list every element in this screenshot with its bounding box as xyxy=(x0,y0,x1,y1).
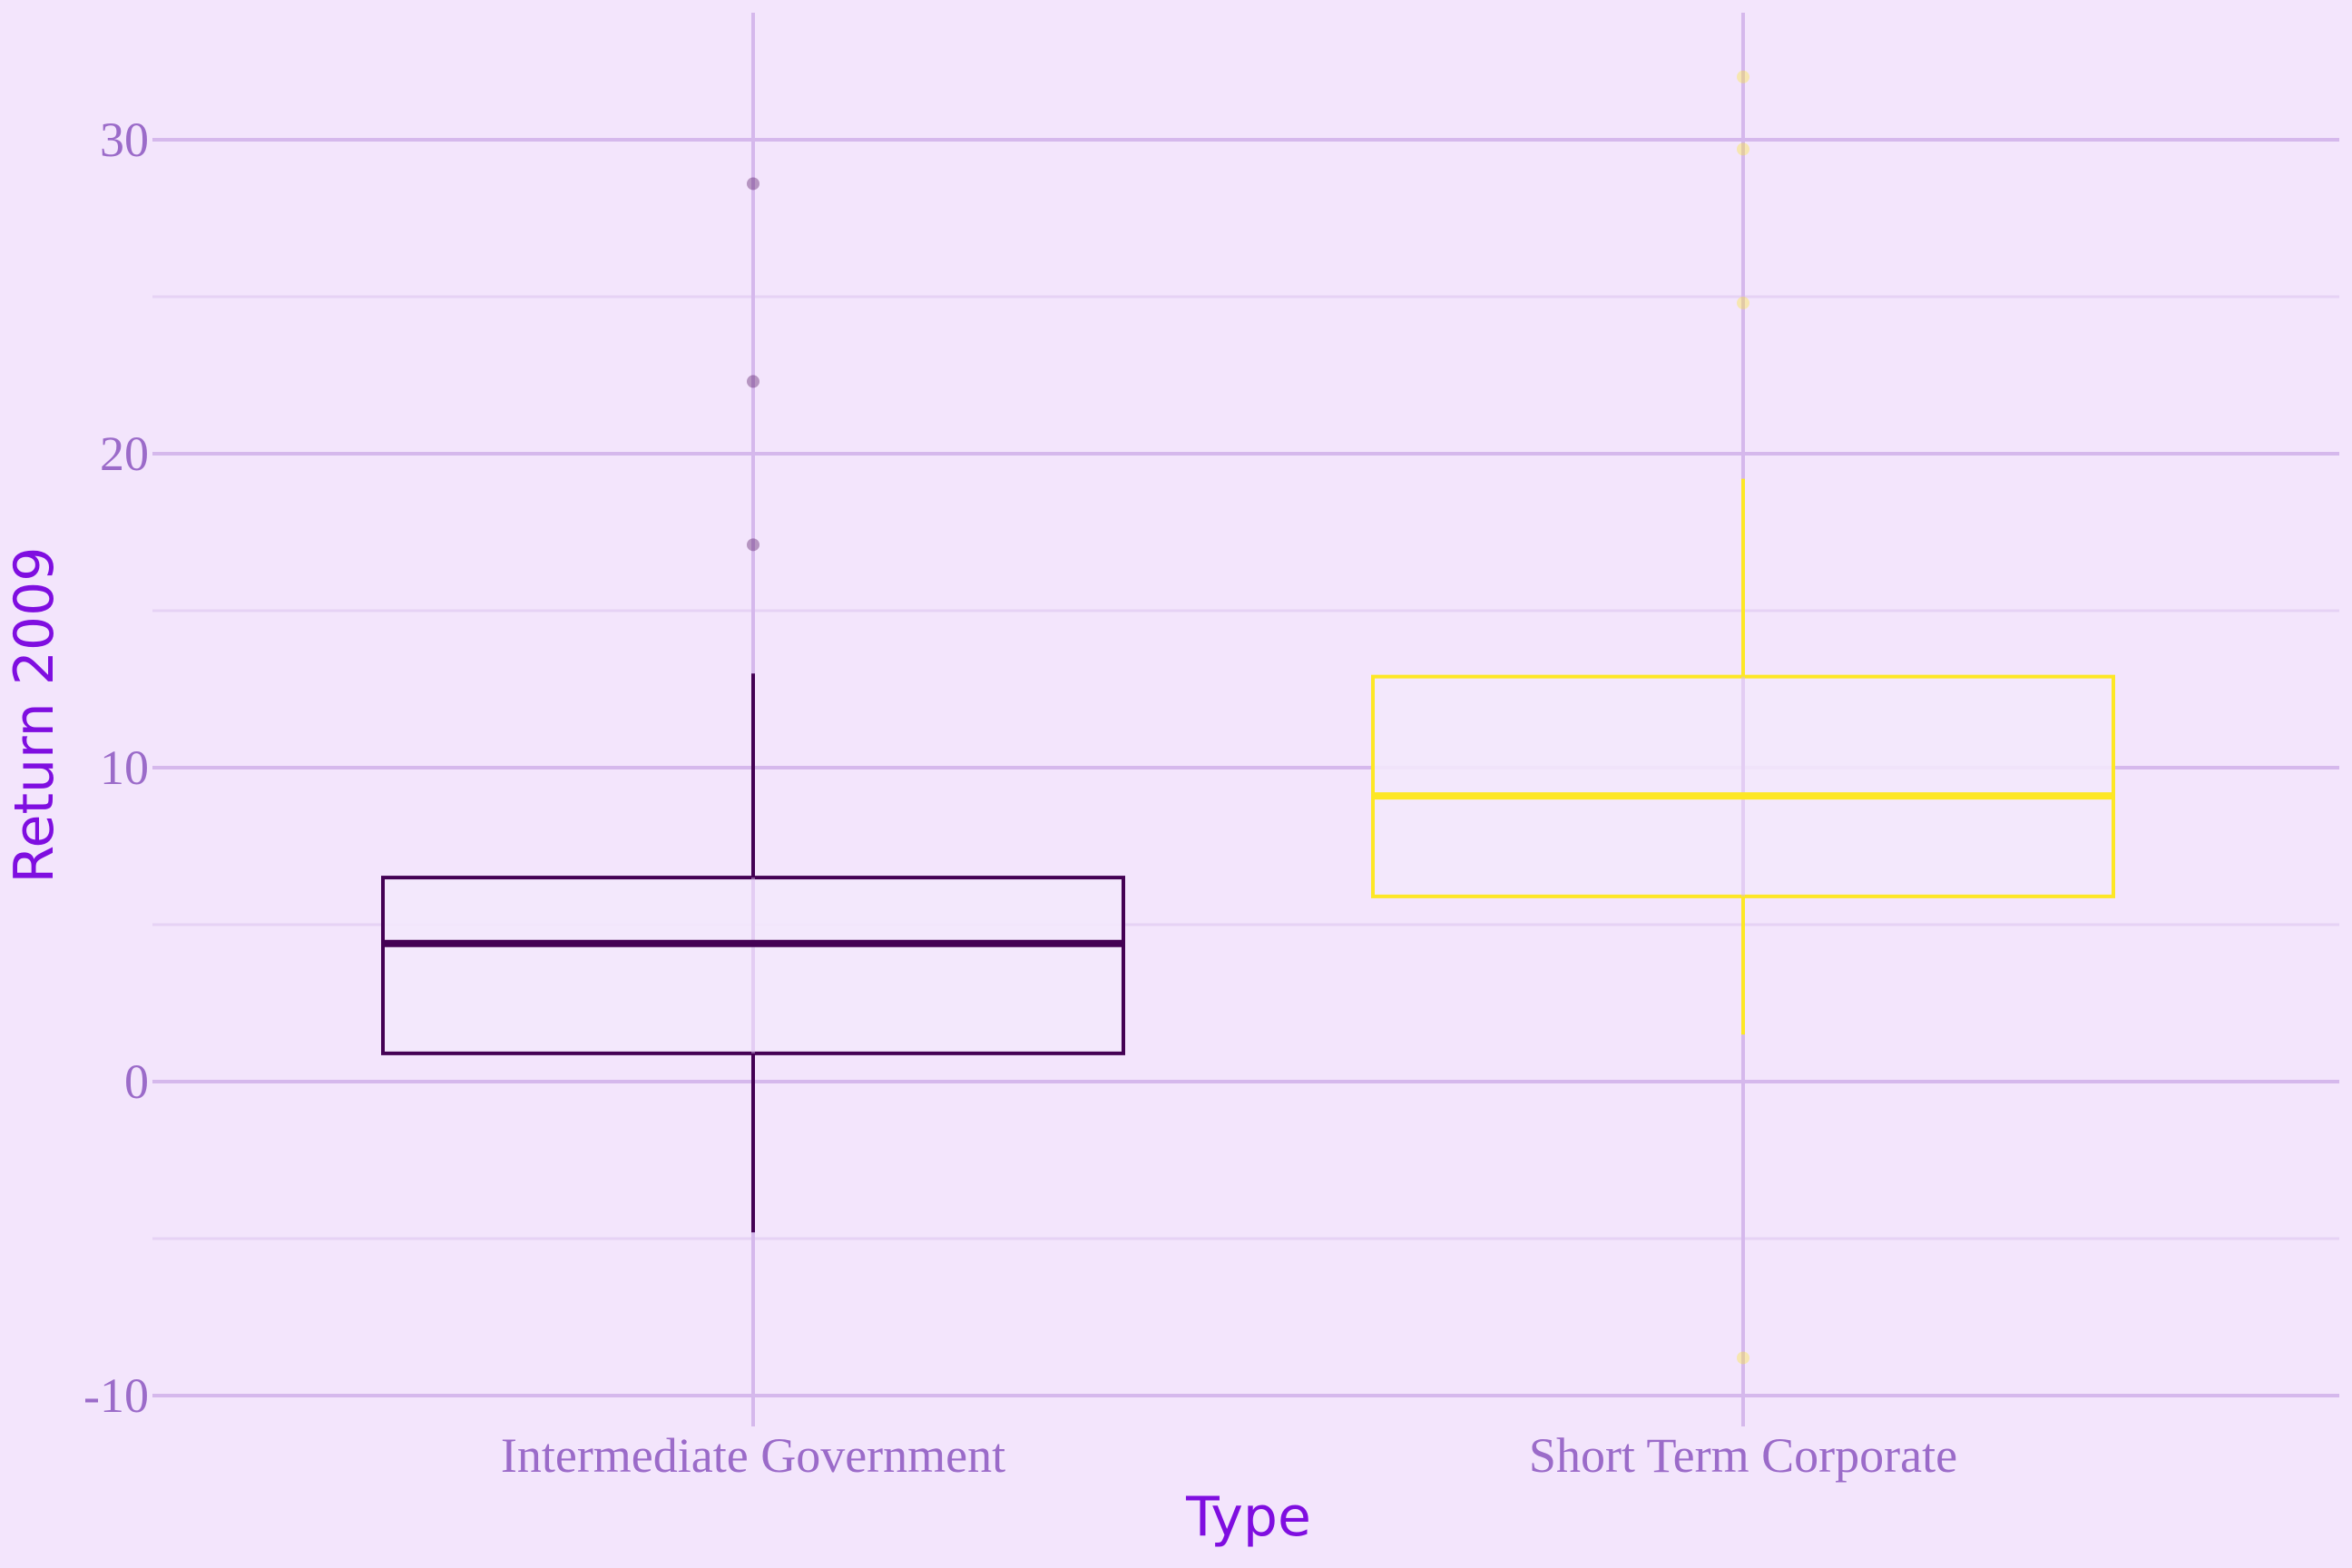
outlier-point xyxy=(1737,70,1749,83)
y-tick-label: -10 xyxy=(83,1368,149,1423)
y-axis-title: Return 2009 xyxy=(3,547,66,884)
y-tick-label: 0 xyxy=(124,1054,149,1109)
y-tick-label: 10 xyxy=(100,740,149,795)
box-group xyxy=(381,177,1125,1233)
box-group xyxy=(1371,70,2115,1365)
outlier-point xyxy=(747,538,760,552)
outlier-point xyxy=(747,375,760,388)
outlier-point xyxy=(1737,296,1749,309)
box-series xyxy=(381,70,2115,1365)
y-tick-label: 30 xyxy=(100,113,149,167)
x-tick-label: Intermediate Government xyxy=(501,1428,1005,1483)
outlier-point xyxy=(747,177,760,191)
outlier-point xyxy=(1737,142,1749,156)
x-tick-label: Short Term Corporate xyxy=(1529,1428,1957,1483)
x-axis-title: Type xyxy=(1185,1485,1311,1549)
y-tick-label: 20 xyxy=(100,426,149,481)
axes: -10 0 10 20 30 Intermediate Government Short T… xyxy=(83,113,1957,1483)
outlier-point xyxy=(1737,1351,1749,1365)
